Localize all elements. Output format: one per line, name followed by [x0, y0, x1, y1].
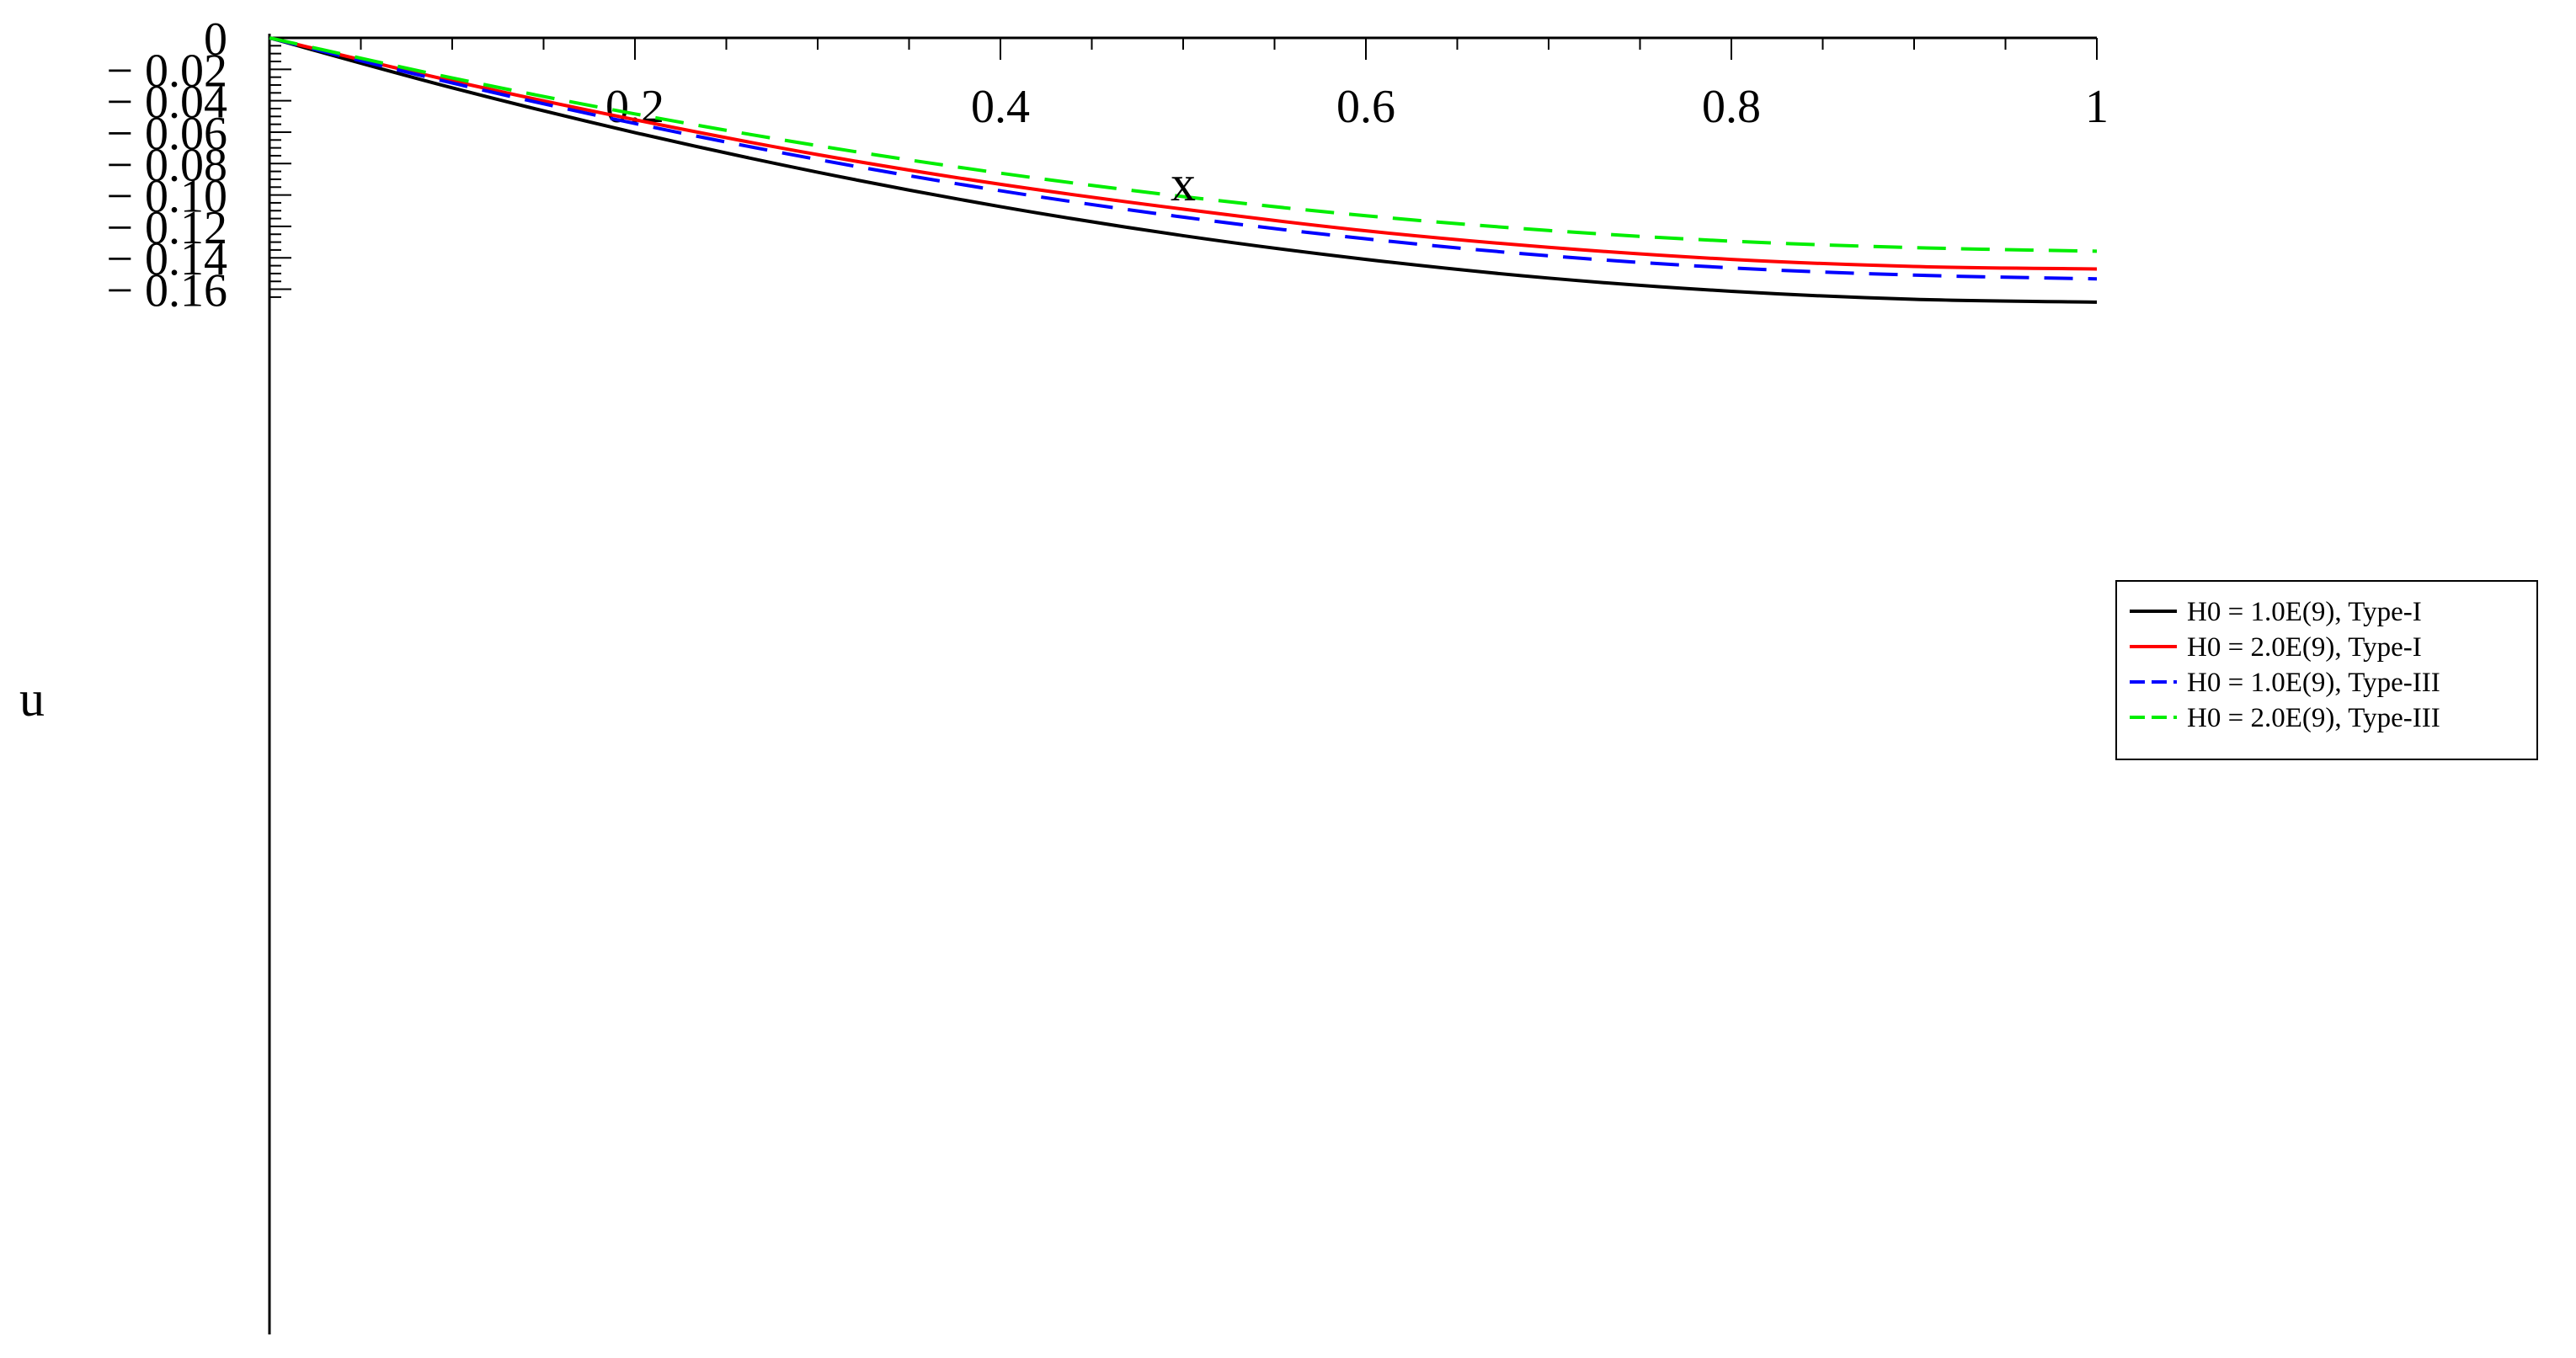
x-axis-title: x — [1171, 156, 1196, 211]
legend-label: H0 = 1.0E(9), Type-III — [2187, 668, 2440, 698]
axis-ticks: 0.2 0.4 0.6 0.8 10− 0.02− 0.04− 0.06− 0.08− … — [106, 13, 2109, 317]
y-tick-label: − 0.08 — [106, 139, 227, 191]
series-lines — [269, 36, 2098, 304]
legend-box — [2115, 580, 2538, 760]
y-tick-label: − 0.10 — [106, 171, 227, 223]
x-tick-label: 1 — [2085, 81, 2109, 133]
y-tick-label: − 0.02 — [106, 45, 227, 97]
series-line-4 — [269, 36, 2098, 253]
legend: H0 = 1.0E(9), Type-I H0 = 2.0E(9), Type-I… — [2115, 580, 2538, 760]
series-line-3 — [269, 36, 2098, 281]
y-tick-label: 0 — [204, 13, 227, 66]
x-tick-label: 0.4 — [971, 81, 1030, 133]
legend-items: H0 = 1.0E(9), Type-I H0 = 2.0E(9), Type-I… — [2130, 597, 2440, 733]
legend-label: H0 = 2.0E(9), Type-I — [2187, 632, 2422, 663]
y-tick-label: − 0.12 — [106, 202, 227, 254]
x-tick-label: 0.6 — [1336, 81, 1395, 133]
axes — [268, 34, 2097, 1334]
y-axis-title: u — [19, 671, 45, 727]
y-tick-label: − 0.14 — [106, 233, 227, 285]
series-line-2 — [269, 36, 2098, 271]
y-tick-label: − 0.16 — [106, 265, 227, 317]
y-tick-label: − 0.06 — [106, 108, 227, 160]
series-line-1 — [269, 36, 2098, 304]
y-tick-label: − 0.04 — [106, 77, 227, 129]
x-tick-label: 0.8 — [1702, 81, 1761, 133]
legend-label: H0 = 1.0E(9), Type-I — [2187, 597, 2422, 627]
legend-label: H0 = 2.0E(9), Type-III — [2187, 703, 2440, 733]
